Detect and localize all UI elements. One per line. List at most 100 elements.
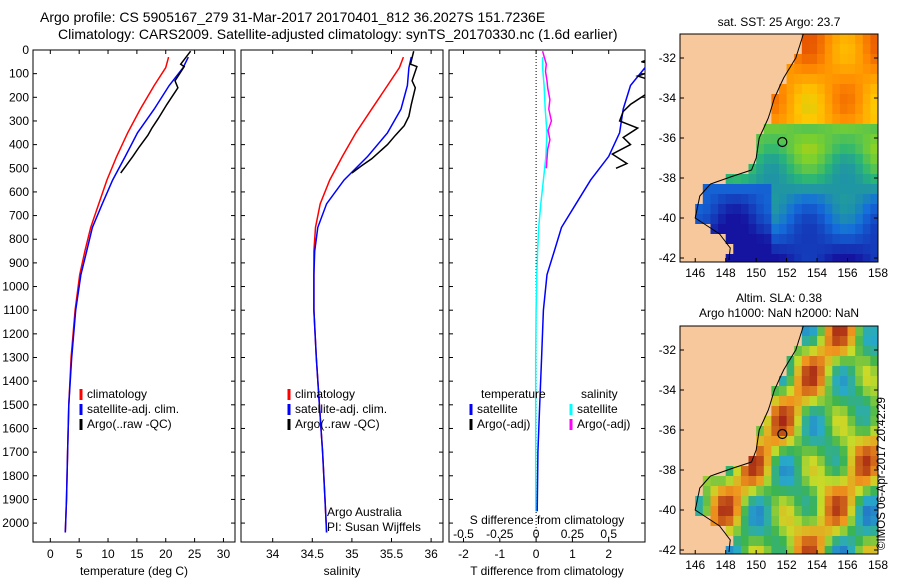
ocean-cell: [809, 546, 818, 554]
land-cell: [771, 336, 780, 347]
ocean-cell: [839, 224, 849, 235]
land-cell: [740, 356, 750, 367]
ocean-cell: [832, 326, 841, 337]
ocean-cell: [763, 416, 772, 427]
ocean-cell: [824, 184, 833, 195]
land-cell: [763, 84, 772, 95]
land-cell: [687, 214, 696, 225]
sst-map-lon-tick-label: 150: [746, 266, 766, 280]
land-cell: [763, 94, 772, 105]
land-cell: [733, 396, 742, 407]
ocean-cell: [756, 436, 765, 447]
land-cell: [680, 386, 689, 397]
land-cell: [740, 54, 750, 65]
ocean-cell: [786, 446, 795, 457]
ocean-cell: [794, 466, 803, 477]
ocean-cell: [695, 506, 704, 517]
ocean-cell: [824, 144, 833, 155]
ocean-cell: [847, 416, 856, 427]
ocean-cell: [862, 376, 871, 387]
land-cell: [702, 244, 711, 255]
ocean-cell: [862, 406, 871, 417]
land-cell: [710, 94, 719, 105]
ocean-cell: [756, 184, 765, 195]
ocean-cell: [839, 386, 849, 397]
land-cell: [748, 44, 757, 55]
argo-position-marker: [777, 136, 788, 148]
ocean-cell: [870, 154, 878, 165]
ocean-cell: [725, 476, 734, 487]
ocean-cell: [862, 214, 871, 225]
land-cell: [725, 456, 734, 467]
ocean-cell: [839, 546, 849, 554]
ocean-cell: [847, 174, 856, 185]
land-cell: [680, 44, 689, 55]
land-cell: [771, 64, 780, 75]
ocean-cell: [839, 44, 849, 55]
ocean-cell: [855, 254, 864, 262]
ocean-cell: [839, 254, 849, 262]
ocean-cell: [847, 184, 856, 195]
ocean-cell: [786, 74, 795, 85]
ocean-cell: [847, 94, 856, 105]
ocean-cell: [786, 436, 795, 447]
ocean-cell: [839, 396, 849, 407]
land-cell: [725, 114, 734, 125]
land-cell: [733, 406, 742, 417]
ocean-cell: [832, 94, 841, 105]
land-cell: [748, 124, 757, 135]
land-cell: [786, 346, 795, 357]
land-cell: [680, 366, 689, 377]
ocean-cell: [839, 466, 849, 477]
ocean-cell: [748, 184, 757, 195]
land-cell: [756, 406, 765, 417]
ocean-cell: [817, 134, 826, 145]
ocean-cell: [771, 416, 780, 427]
ocean-cell: [839, 426, 849, 437]
land-cell: [740, 114, 750, 125]
land-cell: [779, 356, 788, 367]
land-cell: [718, 436, 727, 447]
land-cell: [748, 84, 757, 95]
ocean-cell: [832, 466, 841, 477]
ocean-cell: [809, 386, 818, 397]
land-cell: [680, 84, 689, 95]
land-cell: [695, 164, 704, 175]
ocean-cell: [779, 466, 788, 477]
ocean-cell: [824, 44, 833, 55]
ocean-cell: [801, 336, 810, 347]
ocean-cell: [786, 224, 795, 235]
ocean-cell: [763, 234, 772, 245]
ocean-cell: [779, 446, 788, 457]
ocean-cell: [862, 164, 871, 175]
ocean-cell: [847, 336, 856, 347]
ocean-cell: [824, 546, 833, 554]
temperature-xtick-label: 15: [130, 547, 144, 561]
ocean-cell: [786, 234, 795, 245]
ocean-cell: [839, 144, 849, 155]
land-cell: [748, 426, 757, 437]
ocean-cell: [801, 496, 810, 507]
ocean-cell: [855, 486, 864, 497]
ocean-cell: [824, 376, 833, 387]
ocean-cell: [733, 234, 742, 245]
ocean-cell: [771, 114, 780, 125]
land-cell: [756, 376, 765, 387]
ocean-cell: [847, 466, 856, 477]
ocean-cell: [809, 416, 818, 427]
ocean-cell: [710, 476, 719, 487]
ocean-cell: [710, 486, 719, 497]
land-cell: [702, 144, 711, 155]
salinity-legend-label: Argo(..raw -QC): [295, 417, 380, 431]
ocean-cell: [847, 496, 856, 507]
ocean-cell: [786, 376, 795, 387]
ocean-cell: [817, 114, 826, 125]
land-cell: [702, 34, 711, 45]
ocean-cell: [855, 84, 864, 95]
ocean-cell: [748, 486, 757, 497]
ocean-cell: [725, 546, 734, 554]
ocean-cell: [733, 254, 742, 262]
land-cell: [687, 326, 696, 337]
ocean-cell: [870, 194, 878, 205]
ocean-cell: [756, 496, 765, 507]
